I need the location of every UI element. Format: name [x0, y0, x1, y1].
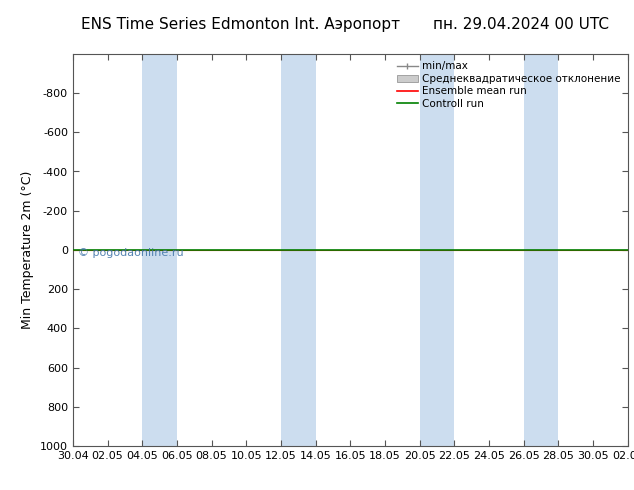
Text: пн. 29.04.2024 00 UTC: пн. 29.04.2024 00 UTC — [432, 17, 609, 32]
Text: © pogodaonline.ru: © pogodaonline.ru — [79, 248, 184, 258]
Legend: min/max, Среднеквадратическое отклонение, Ensemble mean run, Controll run: min/max, Среднеквадратическое отклонение… — [395, 59, 623, 111]
Y-axis label: Min Temperature 2m (°C): Min Temperature 2m (°C) — [22, 171, 34, 329]
Bar — [142, 54, 177, 446]
Bar — [420, 54, 455, 446]
Bar — [281, 54, 316, 446]
Bar — [524, 54, 559, 446]
Text: ENS Time Series Edmonton Int. Аэропорт: ENS Time Series Edmonton Int. Аэропорт — [81, 17, 401, 32]
